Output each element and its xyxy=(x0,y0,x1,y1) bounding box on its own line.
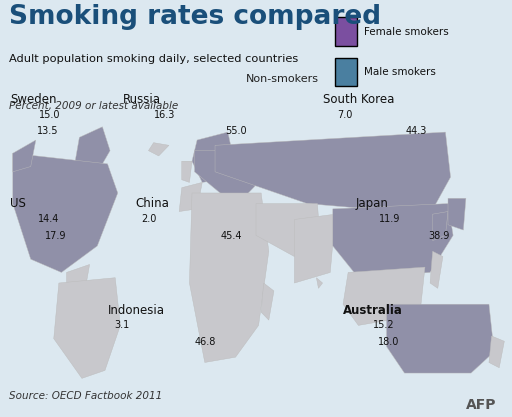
Polygon shape xyxy=(148,143,169,156)
Text: Adult population smoking daily, selected countries: Adult population smoking daily, selected… xyxy=(9,54,298,64)
Text: 45.4: 45.4 xyxy=(221,231,242,241)
Text: China: China xyxy=(136,197,169,210)
Text: 3.1: 3.1 xyxy=(115,320,130,330)
Polygon shape xyxy=(430,251,443,288)
Text: 16.3: 16.3 xyxy=(154,110,176,120)
Text: 13.5: 13.5 xyxy=(36,126,58,136)
Text: Source: OECD Factbook 2011: Source: OECD Factbook 2011 xyxy=(9,391,162,401)
Text: Russia: Russia xyxy=(123,93,161,106)
Polygon shape xyxy=(189,193,269,362)
Polygon shape xyxy=(13,140,36,172)
Text: 2.0: 2.0 xyxy=(141,214,156,224)
Text: AFP: AFP xyxy=(466,398,497,412)
Text: 44.3: 44.3 xyxy=(406,126,426,136)
Text: Australia: Australia xyxy=(343,304,403,317)
Polygon shape xyxy=(489,336,504,368)
Text: 14.4: 14.4 xyxy=(38,214,59,224)
Polygon shape xyxy=(182,161,192,182)
Polygon shape xyxy=(67,264,90,299)
Text: 55.0: 55.0 xyxy=(225,126,247,136)
Text: Smoking rates compared: Smoking rates compared xyxy=(9,4,381,30)
Polygon shape xyxy=(433,211,448,241)
Polygon shape xyxy=(343,267,425,325)
Text: Japan: Japan xyxy=(356,197,389,210)
Text: Sweden: Sweden xyxy=(10,93,57,106)
Polygon shape xyxy=(54,278,120,378)
FancyBboxPatch shape xyxy=(335,17,357,46)
Polygon shape xyxy=(261,283,274,320)
Text: 18.0: 18.0 xyxy=(378,337,399,347)
Text: US: US xyxy=(10,197,26,210)
FancyBboxPatch shape xyxy=(335,58,357,86)
Polygon shape xyxy=(333,203,453,278)
Text: Female smokers: Female smokers xyxy=(364,27,449,37)
Polygon shape xyxy=(294,214,335,283)
Polygon shape xyxy=(192,132,233,182)
Text: 46.8: 46.8 xyxy=(195,337,216,347)
Polygon shape xyxy=(387,304,494,373)
Polygon shape xyxy=(74,127,110,177)
Polygon shape xyxy=(316,278,323,288)
Text: Male smokers: Male smokers xyxy=(364,67,435,77)
Text: Non-smokers: Non-smokers xyxy=(246,74,319,84)
Text: 7.0: 7.0 xyxy=(337,110,352,120)
Polygon shape xyxy=(13,153,118,272)
Polygon shape xyxy=(448,198,466,230)
Text: Indonesia: Indonesia xyxy=(108,304,164,317)
Text: South Korea: South Korea xyxy=(323,93,394,106)
Text: Percent, 2009 or latest available: Percent, 2009 or latest available xyxy=(9,101,179,111)
Text: 15.2: 15.2 xyxy=(372,320,394,330)
Polygon shape xyxy=(195,151,264,198)
Polygon shape xyxy=(256,203,320,256)
Polygon shape xyxy=(179,182,202,211)
Text: 17.9: 17.9 xyxy=(45,231,66,241)
Text: 11.9: 11.9 xyxy=(379,214,400,224)
Text: 38.9: 38.9 xyxy=(429,231,450,241)
Polygon shape xyxy=(215,132,451,214)
Text: 15.0: 15.0 xyxy=(39,110,61,120)
